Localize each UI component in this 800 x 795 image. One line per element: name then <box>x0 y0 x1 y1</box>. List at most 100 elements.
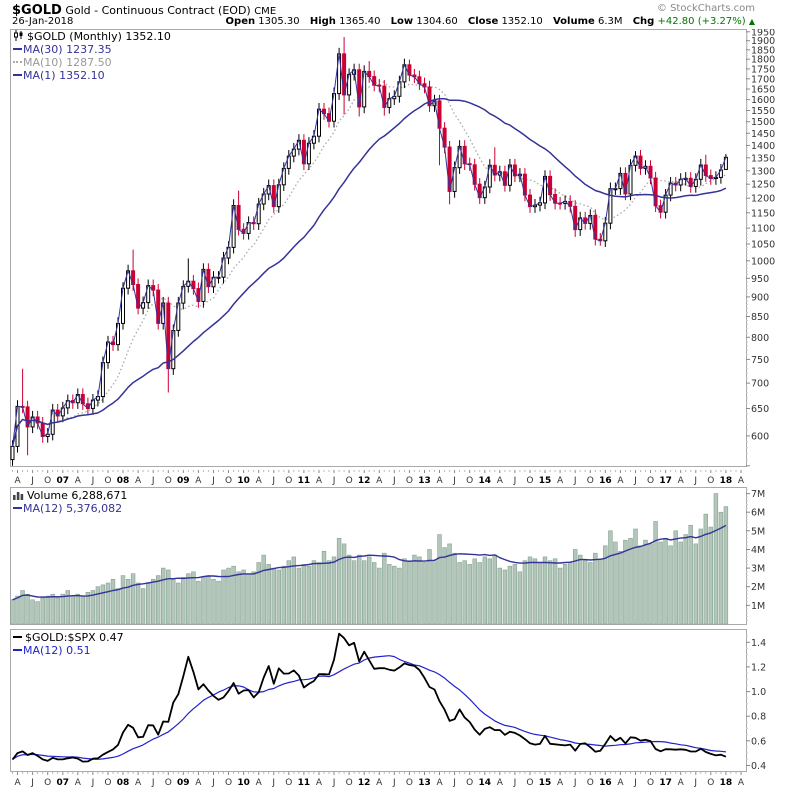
svg-text:1700: 1700 <box>751 74 775 85</box>
open-value: 1305.30 <box>258 16 300 27</box>
ma30-legend: MA(30) 1237.35 <box>13 43 171 56</box>
svg-text:700: 700 <box>751 379 769 390</box>
svg-text:13: 13 <box>418 476 431 486</box>
volume-legend-title: Volume 6,288,671 <box>27 489 128 502</box>
volume-legend: Volume 6,288,671 MA(12) 5,376,082 <box>13 489 127 515</box>
svg-text:J: J <box>332 778 336 788</box>
svg-text:J: J <box>513 778 517 788</box>
svg-text:7M: 7M <box>751 489 765 500</box>
price-legend-title-row: $GOLD (Monthly) 1352.10 <box>13 30 171 43</box>
svg-text:O: O <box>346 778 353 788</box>
ratio-ma12-label: MA(12) 0.51 <box>23 644 91 657</box>
svg-text:A: A <box>436 778 443 788</box>
volume-ma12-label: MA(12) 5,376,082 <box>23 502 123 515</box>
svg-text:O: O <box>285 476 292 486</box>
svg-text:1300: 1300 <box>751 166 775 177</box>
svg-text:A: A <box>557 476 564 486</box>
svg-text:A: A <box>678 778 685 788</box>
ratio-legend: $GOLD:$SPX 0.47 MA(12) 0.51 <box>13 631 124 657</box>
svg-text:07: 07 <box>56 476 69 486</box>
svg-text:12: 12 <box>358 778 371 788</box>
svg-text:13: 13 <box>418 778 431 788</box>
svg-text:O: O <box>104 476 111 486</box>
copyright: © StockCharts.com <box>656 3 755 14</box>
quote-row: 26-Jan-2018 Open 1305.30 High 1365.40 Lo… <box>12 16 755 27</box>
svg-text:A: A <box>376 476 383 486</box>
svg-text:4M: 4M <box>751 545 765 556</box>
svg-text:A: A <box>738 778 745 788</box>
volume-legend-title-row: Volume 6,288,671 <box>13 489 127 502</box>
symbol: $GOLD <box>12 3 62 18</box>
svg-text:5M: 5M <box>751 526 765 537</box>
svg-text:18: 18 <box>720 476 733 486</box>
svg-text:A: A <box>195 476 202 486</box>
svg-text:O: O <box>406 476 413 486</box>
svg-text:09: 09 <box>177 778 190 788</box>
svg-text:A: A <box>738 476 745 486</box>
svg-text:15: 15 <box>539 476 552 486</box>
svg-text:1950: 1950 <box>751 29 775 38</box>
instrument-name: Gold - Continuous Contract (EOD) <box>65 4 251 17</box>
volume-panel: 7M 6M 5M 4M 3M 2M 1M <box>10 487 765 625</box>
ratio-ma12-legend: MA(12) 0.51 <box>13 644 124 657</box>
svg-text:O: O <box>406 778 413 788</box>
price-xaxis: A J O 07 A J O 08 A J O 09 A J O 10 A J O 11 A J O 12 A J O 13 A J O 14… <box>12 470 745 486</box>
svg-text:12: 12 <box>358 476 371 486</box>
svg-text:11: 11 <box>298 476 311 486</box>
svg-text:O: O <box>44 476 51 486</box>
svg-text:A: A <box>678 476 685 486</box>
svg-text:10: 10 <box>237 476 250 486</box>
close-label: Close <box>467 16 499 27</box>
svg-text:J: J <box>151 778 155 788</box>
svg-text:1100: 1100 <box>751 224 775 235</box>
svg-text:16: 16 <box>599 778 612 788</box>
ma1-line-icon <box>13 74 22 76</box>
svg-text:J: J <box>91 476 95 486</box>
svg-text:A: A <box>376 778 383 788</box>
ratio-xaxis: A J O 07 A J O 08 A J O 09 A J O 10 A J O 11 A J O 12 A J O 13 A J O 14… <box>12 772 745 788</box>
svg-text:17: 17 <box>659 778 672 788</box>
svg-text:A: A <box>497 476 504 486</box>
volume-ma12-legend: MA(12) 5,376,082 <box>13 502 127 515</box>
svg-text:O: O <box>225 778 232 788</box>
svg-text:6M: 6M <box>751 508 765 519</box>
svg-text:08: 08 <box>117 476 130 486</box>
svg-text:18: 18 <box>720 778 733 788</box>
svg-text:J: J <box>211 778 215 788</box>
ma10-legend: MA(10) 1287.50 <box>13 56 171 69</box>
svg-text:1550: 1550 <box>751 106 775 117</box>
svg-text:950: 950 <box>751 274 769 285</box>
low-label: Low <box>390 16 414 27</box>
svg-text:1150: 1150 <box>751 208 775 219</box>
svg-text:07: 07 <box>56 778 69 788</box>
svg-text:3M: 3M <box>751 564 765 575</box>
svg-text:600: 600 <box>751 431 769 442</box>
svg-text:J: J <box>633 778 637 788</box>
svg-text:15: 15 <box>539 778 552 788</box>
svg-text:A: A <box>316 476 323 486</box>
chart-title: $GOLD Gold - Continuous Contract (EOD) C… <box>12 3 276 18</box>
svg-text:J: J <box>30 778 34 788</box>
volume-bars-icon <box>13 492 24 500</box>
svg-text:A: A <box>557 778 564 788</box>
svg-text:A: A <box>14 476 21 486</box>
chg-label: Chg <box>632 16 655 27</box>
chg-value: +42.80 (+3.27%) <box>657 16 746 27</box>
svg-text:1600: 1600 <box>751 95 775 106</box>
svg-text:14: 14 <box>478 476 491 486</box>
price-legend: $GOLD (Monthly) 1352.10 MA(30) 1237.35 M… <box>13 30 171 82</box>
svg-text:14: 14 <box>478 778 491 788</box>
price-panel: 1950190018501800175017001650160015501500… <box>10 29 775 467</box>
svg-text:A: A <box>256 476 263 486</box>
svg-text:O: O <box>707 778 714 788</box>
svg-text:J: J <box>211 476 215 486</box>
svg-text:O: O <box>44 778 51 788</box>
svg-text:2M: 2M <box>751 582 765 593</box>
svg-text:900: 900 <box>751 292 769 303</box>
ma1-label: MA(1) 1352.10 <box>23 69 105 82</box>
svg-text:O: O <box>165 778 172 788</box>
ratio-line-icon <box>13 636 22 638</box>
svg-text:O: O <box>346 476 353 486</box>
ma1-legend: MA(1) 1352.10 <box>13 69 171 82</box>
